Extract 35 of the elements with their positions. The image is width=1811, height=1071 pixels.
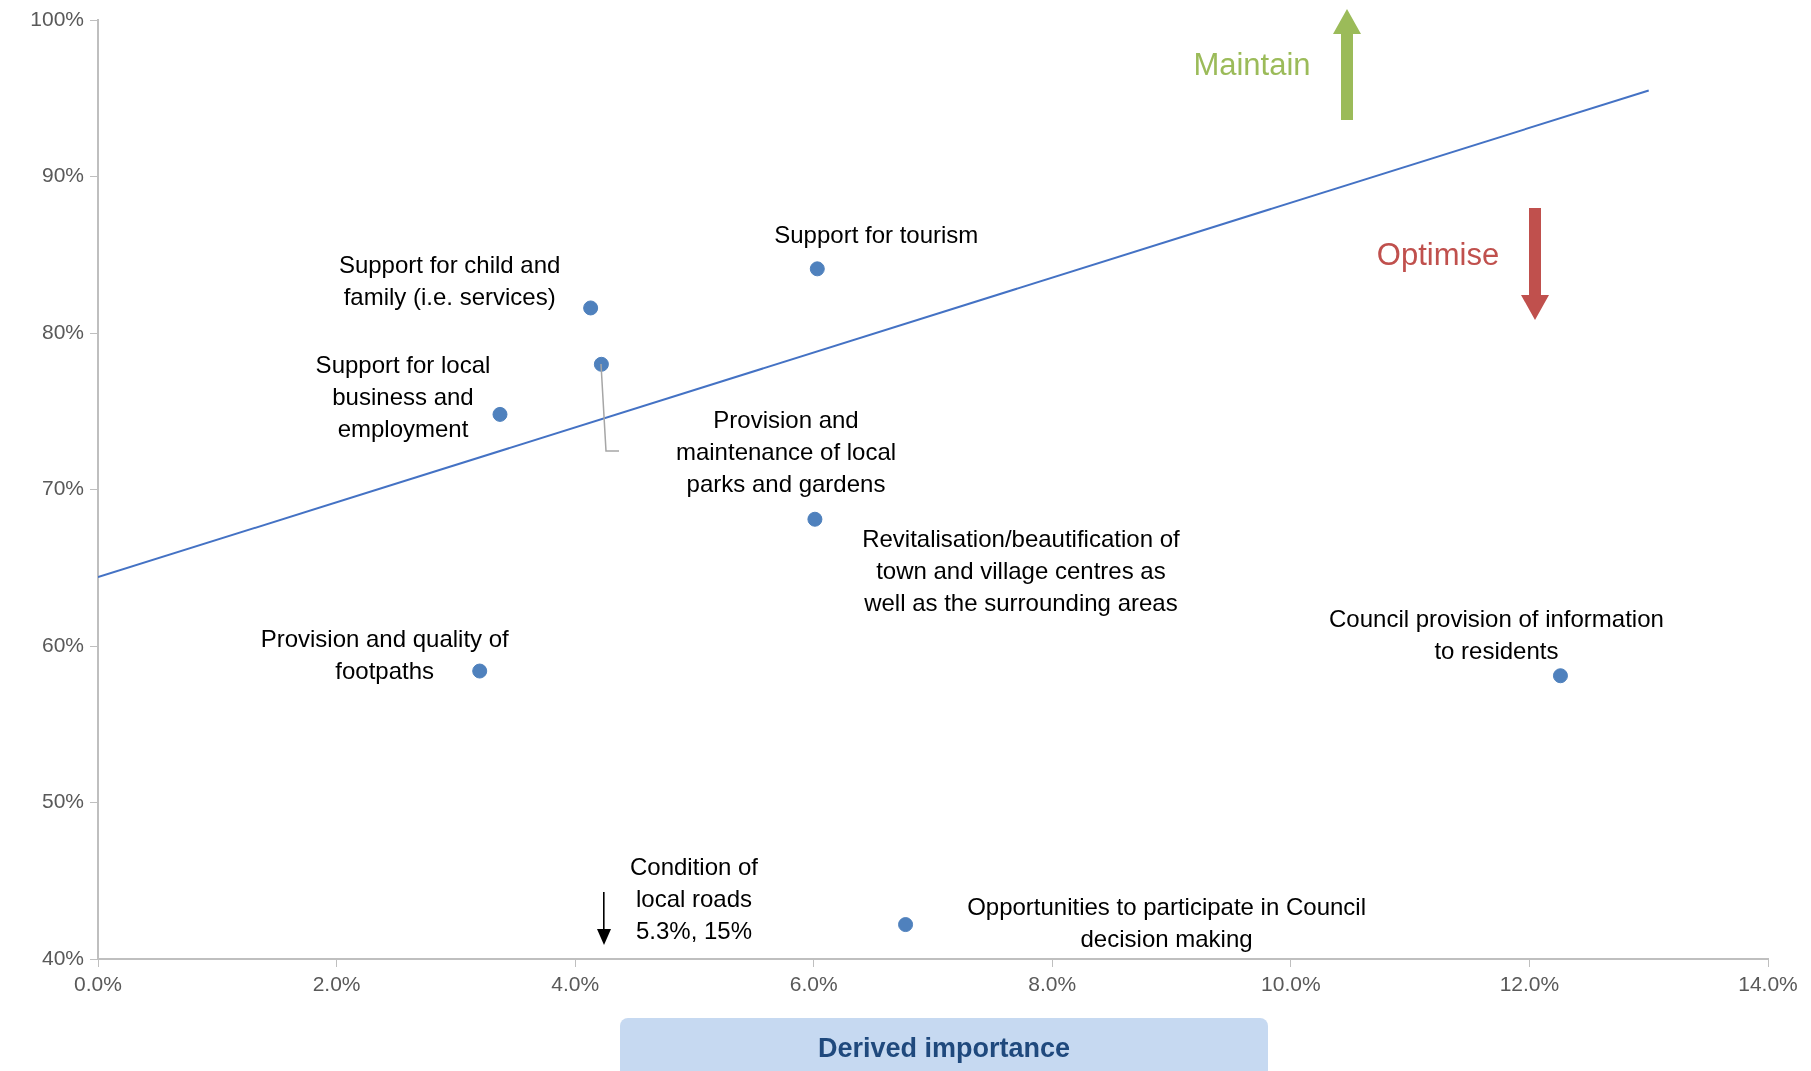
x-tick-label: 14.0% [1738,972,1798,996]
annotation: Maintain [1193,46,1311,82]
point [1552,668,1568,684]
y-tick-label: 40% [41,945,84,969]
x-tick-label: 10.0% [1261,972,1321,996]
annotation: Provision and maintenance of local parks and gardens [675,405,897,497]
annotation: Provision and quality of footpaths [260,624,510,684]
x-tick-label: 2.0% [312,972,361,996]
annotation: Revitalisation/beautification of town and village centres as well as the surrounding areas [862,524,1180,616]
point [898,917,914,933]
point [809,261,825,277]
y-tick-label: 50% [41,789,84,813]
y-tick-label: 100% [30,6,84,30]
annotation: Support for tourism [774,221,979,249]
annotation: Optimise [1376,236,1500,272]
annotation: Condition of local roads 5.3%, 15% [629,852,759,944]
y-tick-label: 60% [41,632,84,656]
point [583,300,599,316]
annotation: Opportunities to participate in Council decision making [967,893,1367,953]
point [593,356,609,372]
annotation: Council provision of information to residents [1329,605,1664,665]
annotation: Support for local business and employment [315,351,491,443]
x-tick-label: 6.0% [789,972,838,996]
x-tick-label: 0.0% [74,972,122,996]
x-tick-label: 12.0% [1499,972,1560,996]
point [472,663,488,679]
x-axis-title: Derived importance [620,1018,1268,1071]
point [492,406,508,422]
y-tick-label: 70% [41,476,84,500]
point [807,511,823,527]
y-tick-label: 90% [41,163,84,187]
annotation: Support for child and family (i.e. services) [338,250,561,310]
y-tick-label: 80% [41,319,84,343]
x-tick-label: 4.0% [551,972,600,996]
x-tick-label: 8.0% [1028,972,1077,996]
